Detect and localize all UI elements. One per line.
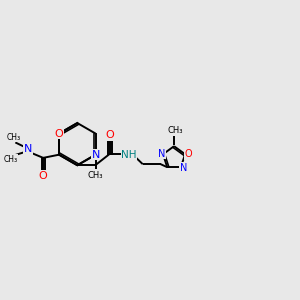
Text: NH: NH <box>122 150 137 160</box>
Text: O: O <box>55 129 63 139</box>
Text: CH₃: CH₃ <box>88 171 103 180</box>
Text: N: N <box>92 150 100 160</box>
Text: N: N <box>179 163 187 173</box>
Text: CH₃: CH₃ <box>3 155 17 164</box>
Text: N: N <box>158 148 165 159</box>
Text: CH₃: CH₃ <box>168 126 183 135</box>
Text: O: O <box>184 149 192 159</box>
Text: O: O <box>39 171 48 181</box>
Text: N: N <box>24 144 32 154</box>
Text: O: O <box>106 130 114 140</box>
Text: CH₃: CH₃ <box>7 133 21 142</box>
